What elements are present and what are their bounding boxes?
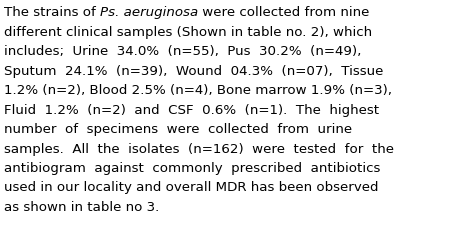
Text: samples.  All  the  isolates  (n=162)  were  tested  for  the: samples. All the isolates (n=162) were t… <box>4 142 394 155</box>
Text: Fluid  1.2%  (n=2)  and  CSF  0.6%  (n=1).  The  highest: Fluid 1.2% (n=2) and CSF 0.6% (n=1). The… <box>4 104 379 117</box>
Text: includes;  Urine  34.0%  (n=55),  Pus  30.2%  (n=49),: includes; Urine 34.0% (n=55), Pus 30.2% … <box>4 45 361 58</box>
Text: Sputum  24.1%  (n=39),  Wound  04.3%  (n=07),  Tissue: Sputum 24.1% (n=39), Wound 04.3% (n=07),… <box>4 64 383 77</box>
Text: Ps. aeruginosa: Ps. aeruginosa <box>100 6 199 19</box>
Text: different clinical samples (Shown in table no. 2), which: different clinical samples (Shown in tab… <box>4 26 372 38</box>
Text: used in our locality and overall MDR has been observed: used in our locality and overall MDR has… <box>4 182 379 195</box>
Text: as shown in table no 3.: as shown in table no 3. <box>4 201 159 214</box>
Text: 1.2% (n=2), Blood 2.5% (n=4), Bone marrow 1.9% (n=3),: 1.2% (n=2), Blood 2.5% (n=4), Bone marro… <box>4 84 392 97</box>
Text: number  of  specimens  were  collected  from  urine: number of specimens were collected from … <box>4 123 352 136</box>
Text: antibiogram  against  commonly  prescribed  antibiotics: antibiogram against commonly prescribed … <box>4 162 380 175</box>
Text: The strains of: The strains of <box>4 6 100 19</box>
Text: were collected from nine: were collected from nine <box>199 6 370 19</box>
